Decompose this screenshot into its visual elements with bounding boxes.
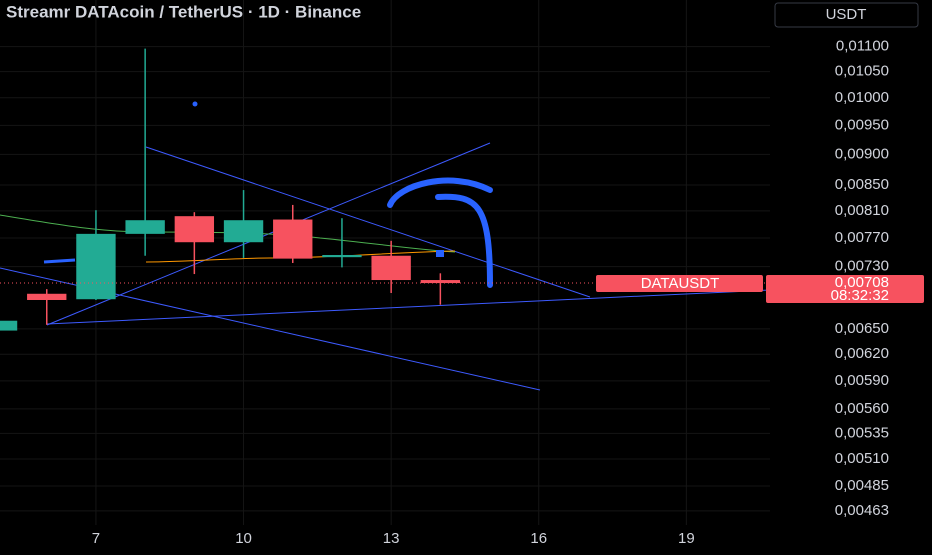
candle-body bbox=[0, 320, 18, 331]
candle-body bbox=[420, 280, 461, 284]
price-label: 0,00708 bbox=[835, 274, 889, 291]
y-tick-label: 0,01050 bbox=[835, 63, 889, 80]
y-tick-label: 0,00900 bbox=[835, 145, 889, 162]
symbol-label: DATAUSDT bbox=[641, 275, 720, 292]
y-tick-label: 0,00620 bbox=[835, 345, 889, 362]
marker bbox=[192, 101, 198, 107]
candle-body bbox=[125, 220, 165, 234]
currency-button[interactable] bbox=[774, 2, 919, 28]
candles bbox=[0, 48, 461, 331]
y-tick-label: 0,00510 bbox=[835, 450, 889, 467]
moving-average bbox=[145, 250, 456, 263]
y-tick-label: 0,00535 bbox=[835, 424, 889, 441]
candle-body bbox=[273, 219, 313, 259]
y-tick-label: 0,00463 bbox=[835, 502, 889, 519]
x-tick-label: 19 bbox=[678, 530, 695, 547]
x-tick-label: 7 bbox=[92, 530, 100, 547]
y-tick-label: 0,00560 bbox=[835, 400, 889, 417]
marker bbox=[436, 250, 444, 257]
y-tick-label: 0,01100 bbox=[836, 38, 889, 55]
y-tick-label: 0,00485 bbox=[835, 477, 889, 494]
candle-body bbox=[76, 233, 116, 300]
candle-body bbox=[223, 220, 264, 243]
currency-label[interactable]: USDT bbox=[826, 6, 867, 23]
y-tick-label: 0,01000 bbox=[835, 89, 889, 106]
y-tick-label: 0,00590 bbox=[835, 372, 889, 389]
y-tick-label: 0,00810 bbox=[835, 202, 889, 219]
candle-body bbox=[174, 216, 215, 243]
trend-line bbox=[46, 289, 771, 325]
candle-body bbox=[371, 255, 411, 281]
y-tick-label: 0,00770 bbox=[835, 229, 889, 246]
freehand bbox=[435, 193, 493, 288]
x-tick-label: 16 bbox=[530, 530, 547, 547]
trend-line bbox=[145, 146, 591, 298]
marker bbox=[43, 258, 76, 264]
candle-body bbox=[27, 293, 67, 300]
y-tick-label: 0,00650 bbox=[835, 320, 889, 337]
x-tick-label: 10 bbox=[235, 530, 252, 547]
y-tick-label: 0,00950 bbox=[835, 116, 889, 133]
freehand bbox=[387, 177, 493, 208]
y-tick-label: 0,00730 bbox=[835, 258, 889, 275]
countdown: 08:32:32 bbox=[831, 287, 889, 304]
price-box bbox=[766, 275, 924, 304]
symbol-box bbox=[596, 275, 763, 293]
y-tick-label: 0,00850 bbox=[835, 176, 889, 193]
x-tick-label: 13 bbox=[383, 530, 400, 547]
candle-body bbox=[322, 255, 362, 258]
chart-title: Streamr DATAcoin / TetherUS · 1D · Binan… bbox=[6, 2, 361, 21]
